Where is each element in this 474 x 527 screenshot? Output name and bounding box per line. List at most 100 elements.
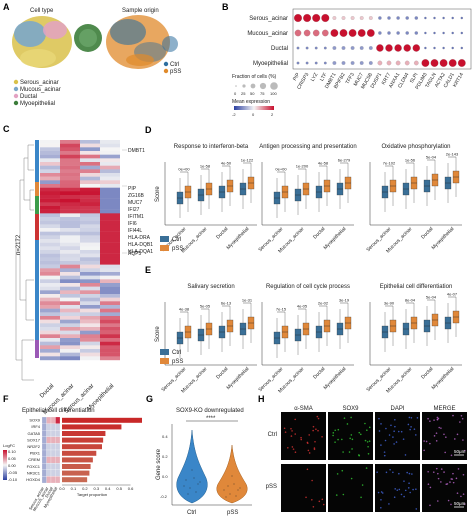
heatmap-cell xyxy=(80,220,100,225)
heatmap-cell xyxy=(40,349,60,353)
if-signal-spot xyxy=(449,481,451,483)
expr-tick-pos: 2 xyxy=(271,112,274,117)
heatmap-cell xyxy=(40,275,60,280)
heatmap-cell xyxy=(80,352,100,357)
dotplot-dot xyxy=(404,60,410,66)
tf-heat-cell xyxy=(50,449,56,457)
boxplot-pvalue: 6e-279 xyxy=(338,158,351,163)
tf-xtick: 0.5 xyxy=(116,486,122,491)
if-signal-spot xyxy=(380,498,382,501)
heatmap-cell xyxy=(40,297,60,302)
heatmap-cell xyxy=(100,286,120,291)
boxplot-pvalue: 1e-58 xyxy=(200,164,211,169)
dotplot-dot xyxy=(341,16,346,20)
heatmap-gene-label: IFITM1 xyxy=(128,214,144,220)
if-row-label: Ctrl xyxy=(268,432,277,438)
dotplot-dot xyxy=(414,31,418,35)
if-signal-spot xyxy=(410,426,412,428)
dotplot-dot xyxy=(321,14,330,23)
if-signal-spot xyxy=(456,492,459,494)
dotplot-dot xyxy=(385,44,393,52)
boxplot-category: Ductal xyxy=(312,366,326,380)
if-signal-spot xyxy=(294,433,297,435)
tf-heat-cell xyxy=(55,423,61,431)
if-signal-spot xyxy=(392,436,394,438)
heatmap-body xyxy=(40,140,120,361)
dotplot-dot xyxy=(341,61,346,65)
dotplot-dot xyxy=(303,29,311,37)
dotplot-dot xyxy=(460,46,463,50)
if-image-tile xyxy=(375,464,420,512)
if-signal-spot xyxy=(423,449,425,452)
legend-ductal-swatch xyxy=(13,93,19,99)
tf-gene-label: SOX9 xyxy=(29,418,40,423)
if-signal-spot xyxy=(460,495,462,498)
boxplot-pvalue: 0e+00 xyxy=(178,167,190,172)
boxplot-pvalue: 5e-05 xyxy=(200,304,211,309)
heatmap-cell xyxy=(40,147,60,152)
heatmap-cell xyxy=(80,228,100,232)
heatmap-cell xyxy=(60,319,80,324)
tf-target-bar xyxy=(62,417,142,423)
heatmap-cell xyxy=(40,253,60,258)
heatmap-cell xyxy=(100,250,120,254)
dotplot-dot xyxy=(296,46,300,50)
if-signal-spot xyxy=(395,441,398,443)
heatmap-cell xyxy=(40,224,60,229)
if-signal-spot xyxy=(437,472,439,475)
heatmap-cell xyxy=(80,297,100,302)
tf-target-bar xyxy=(62,444,102,450)
heatmap-cell xyxy=(100,195,120,199)
tf-heat-cell xyxy=(50,416,56,424)
tf-target-bar xyxy=(62,437,104,443)
if-signal-spot xyxy=(436,418,439,421)
if-signal-spot xyxy=(394,425,396,428)
heatmap-cell xyxy=(40,191,60,196)
heatmap-cell xyxy=(80,283,100,287)
umap-celltype-plot xyxy=(12,16,102,68)
heatmap-cell xyxy=(100,151,120,155)
if-signal-spot xyxy=(314,440,316,443)
if-signal-spot xyxy=(404,454,407,456)
heatmap-cell xyxy=(80,349,100,353)
tf-heat-cell xyxy=(50,443,56,451)
heatmap-cell xyxy=(100,235,120,240)
dotplot-row-labels: Serous_acinar Mucous_acinar Ductal Myoep… xyxy=(247,16,288,67)
heatmap-cluster-bar-red xyxy=(35,214,39,240)
tf-heat-cell xyxy=(41,476,47,484)
if-signal-spot xyxy=(368,426,371,429)
violin-jitter-pss xyxy=(223,475,241,498)
dotplot-dot xyxy=(442,16,445,20)
boxplot-legend-e: Ctrl pSS xyxy=(160,349,183,365)
if-signal-spot xyxy=(408,416,411,419)
heatmap-cell xyxy=(80,242,100,247)
dotplot-dot xyxy=(330,29,339,37)
tf-gene-label: SOX17 xyxy=(27,437,41,442)
heatmap-cell xyxy=(100,165,120,170)
dotplot-dot xyxy=(378,31,382,35)
dotplot-dot xyxy=(332,61,337,65)
if-signal-spot xyxy=(400,493,403,496)
if-signal-spot xyxy=(462,439,464,441)
heatmap-cell xyxy=(60,286,80,291)
heatmap-cell xyxy=(60,217,80,221)
if-signal-spot xyxy=(416,417,419,419)
heatmap-cell xyxy=(40,202,60,207)
heatmap-cell xyxy=(40,345,60,350)
heatmap-cell xyxy=(100,184,120,188)
logfc-tick-1: 0.05 xyxy=(8,456,17,461)
legend-d-ctrl: Ctrl xyxy=(172,237,181,243)
heatmap-cell xyxy=(40,272,60,276)
if-signal-spot xyxy=(311,479,313,482)
tf-gene-label: NR2F2 xyxy=(27,444,40,449)
heatmap-cell xyxy=(100,297,120,302)
tf-heat-cell xyxy=(41,456,47,464)
heatmap-cell xyxy=(80,279,100,284)
if-signal-spot xyxy=(321,498,324,501)
if-signal-spot xyxy=(313,448,316,451)
if-signal-spot xyxy=(365,467,368,469)
boxplot-category: Myoepithelial xyxy=(323,226,348,251)
tf-gene-label: IRF4 xyxy=(31,424,40,429)
dotplot-frame xyxy=(292,8,472,70)
dotplot-dot xyxy=(314,61,318,65)
